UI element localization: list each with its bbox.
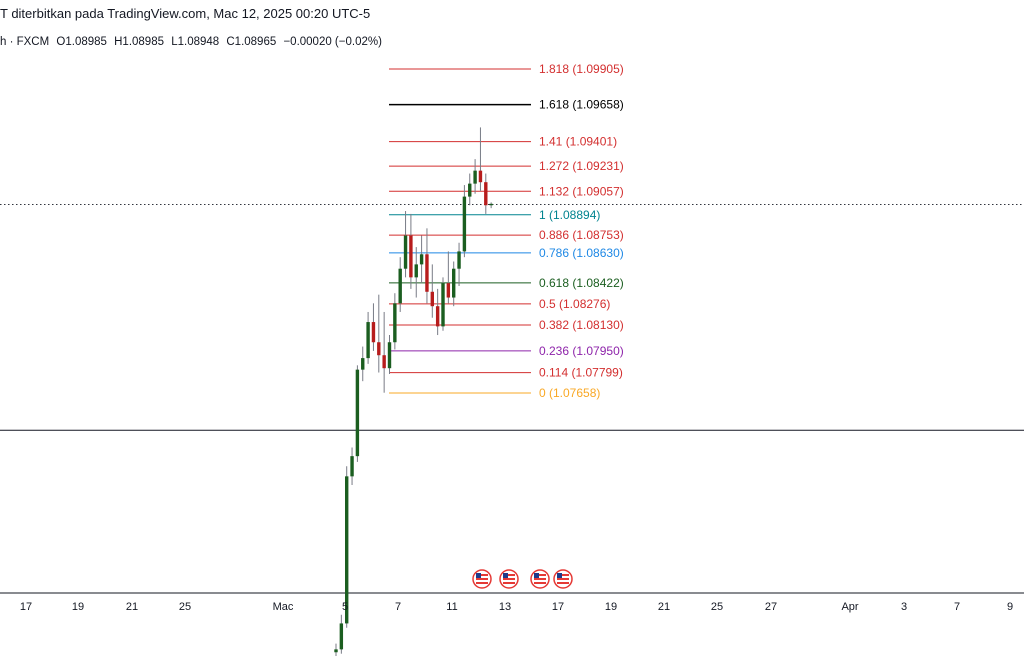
candle-body [452,268,456,298]
candle-body [393,303,397,343]
time-tick-label: 17 [552,601,564,613]
fib-level-label: 1.41 (1.09401) [539,135,617,149]
candle-body [446,283,451,298]
time-tick-label: 7 [954,601,960,613]
time-tick-label: 9 [1007,601,1013,613]
flag-canton [557,573,562,578]
flag-stripe [534,582,546,584]
time-tick-label: 27 [765,601,777,613]
time-tick-label: 3 [901,601,907,613]
candle-body [484,182,488,206]
fib-level-label: 0.114 (1.07799) [539,366,623,380]
flag-stripe [534,574,546,576]
time-tick-label: 21 [658,601,670,613]
time-tick-label: 7 [395,601,401,613]
low-value: L1.08948 [171,36,220,48]
flag-canton [503,573,508,578]
time-tick-label: 11 [446,601,457,613]
time-tick-label: 25 [179,601,191,613]
candles [334,127,493,656]
candle-body [345,476,349,624]
candle-body [457,251,461,269]
fib-level-label: 0.5 (1.08276) [539,297,610,311]
candle-body [334,649,338,653]
candle-body [339,623,344,650]
time-tick-label: 19 [72,601,84,613]
fib-level-label: 1.132 (1.09057) [539,184,624,198]
flag-stripe [503,582,515,584]
candle-body [361,358,365,370]
fib-level-label: 0.236 (1.07950) [539,344,624,358]
time-tick-label: 25 [711,601,723,613]
fibonacci-levels: 1.818 (1.09905) 1.618 (1.09658) 1.41 (1.09… [389,62,624,400]
flag-canton [534,573,539,578]
flag-stripe [476,574,488,576]
us-flag-icon [530,569,550,589]
candle-body [377,342,381,356]
high-value: H1.08985 [114,36,164,48]
time-tick-label: Mac [273,601,294,613]
time-axis: 17 19 21 25 Mac 5 7 11 13 17 19 21 25 27 Apr 3 7 9 [20,601,1013,613]
time-tick-label: 17 [20,601,32,613]
candle-body [398,268,402,304]
flag-canton [476,573,481,578]
candle-body [425,254,429,292]
candle-body [478,170,483,183]
fib-level-label: 1.818 (1.09905) [539,62,624,76]
candle-body [403,235,408,269]
candle-body [419,254,424,265]
flag-stripe [534,578,546,580]
open-value: O1.08985 [56,36,107,48]
horizontal-lines [0,204,1024,594]
time-tick-label: 19 [605,601,617,613]
change-value: −0.00020 (−0.02%) [283,36,382,48]
ohlc-legend: h · FXCM O1.08985 H1.08985 L1.08948 C1.0… [0,33,386,51]
event-flags [472,569,573,589]
candle-body [371,322,376,343]
candle-body [468,183,472,197]
candle-body [355,369,360,457]
time-tick-label: 5 [342,601,348,613]
candle-body [435,306,440,327]
candle-body [462,196,467,252]
us-flag-icon [553,569,573,589]
published-text: T diterbitkan pada TradingView.com, Mac … [0,6,371,21]
candle-body [387,342,392,369]
fib-level-label: 0.618 (1.08422) [539,276,624,290]
flag-stripe [503,574,515,576]
candle-body [473,170,477,184]
flag-stripe [503,578,515,580]
fib-level-label: 0.886 (1.08753) [539,228,624,242]
fib-level-label: 1.618 (1.09658) [539,98,624,112]
us-flag-icon [472,569,492,589]
us-flag-icon [499,569,519,589]
fib-level-label: 0 (1.07658) [539,386,600,400]
candle-body [489,203,493,206]
flag-stripe [557,578,569,580]
fib-level-label: 1 (1.08894) [539,208,600,222]
time-tick-label: 13 [499,601,511,613]
close-value: C1.08965 [226,36,277,48]
flag-stripe [476,578,488,580]
flag-stripe [557,574,569,576]
candle-body [409,235,413,278]
symbol-label: h · FXCM [0,36,50,48]
flag-stripe [476,582,488,584]
publish-info: T diterbitkan pada TradingView.com, Mac … [0,0,1024,28]
flag-stripe [557,582,569,584]
candle-body [350,456,354,477]
fib-level-label: 0.382 (1.08130) [539,318,624,332]
fib-level-label: 1.272 (1.09231) [539,159,624,173]
candle-body [366,322,370,359]
candle-body [430,291,434,307]
time-tick-label: Apr [841,601,858,613]
time-tick-label: 21 [126,601,138,613]
fib-level-label: 0.786 (1.08630) [539,246,624,260]
candle-body [441,283,445,327]
candle-body [414,264,418,278]
candle-body [382,355,386,369]
